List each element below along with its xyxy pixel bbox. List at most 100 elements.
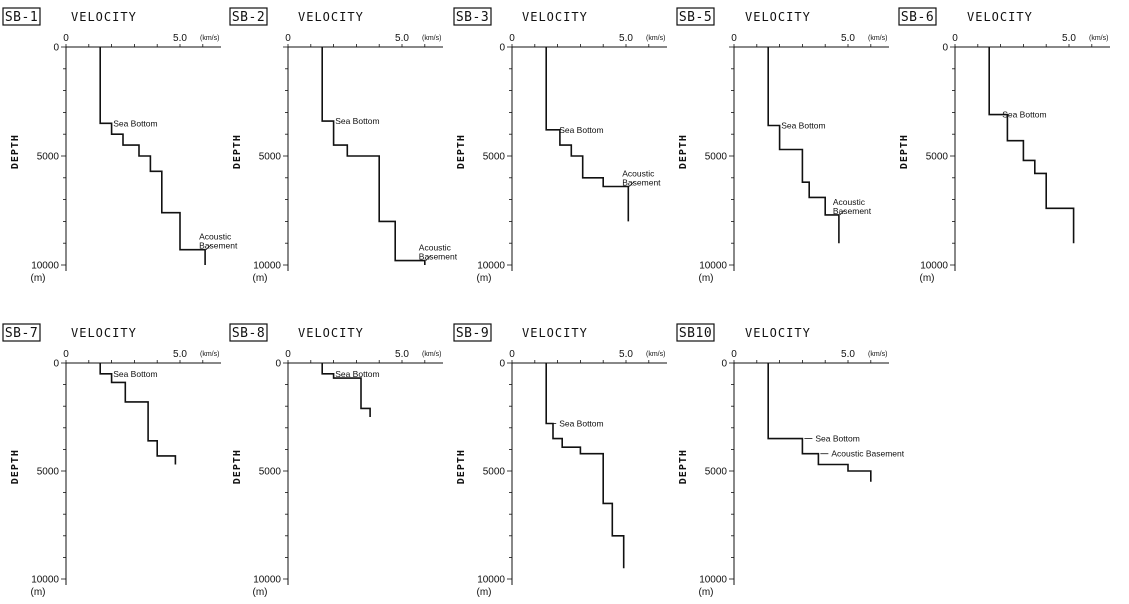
panel-sb-3: SB-3 VELOCITY 0 5.0 (km/s) 0 5000 10000(m) DEPTH…: [453, 7, 667, 284]
sea-bottom-annotation: Sea Bottom: [335, 369, 379, 379]
depth-tick-label: 10000: [920, 261, 948, 272]
station-label: SB10: [679, 326, 712, 341]
velocity-profile-line: [321, 47, 426, 265]
acoustic-basement-annotation-leader: [425, 255, 432, 261]
depth-axis-label: DEPTH: [10, 134, 21, 169]
depth-axis-label: DEPTH: [678, 449, 689, 484]
velocity-axis-label: VELOCITY: [745, 326, 811, 340]
station-label-box: [2, 323, 41, 342]
station-label-box: [229, 323, 268, 342]
velocity-tick-label: 0: [731, 33, 737, 44]
velocity-axis-label: VELOCITY: [298, 10, 364, 24]
station-label: SB-7: [5, 326, 38, 341]
depth-tick-label: 10000: [31, 261, 59, 272]
depth-unit: (m): [477, 587, 492, 598]
sea-bottom-annotation: Sea Bottom: [781, 120, 825, 130]
velocity-tick-label: 5.0: [619, 349, 633, 360]
panel-sb-8: SB-8 VELOCITY 0 5.0 (km/s) 0 5000 10000(m) DEPTH…: [229, 323, 443, 598]
station-label: SB-3: [456, 10, 489, 25]
acoustic-basement-annotation-leader: [628, 181, 635, 187]
velocity-axis-label: VELOCITY: [745, 10, 811, 24]
depth-unit: (m): [31, 273, 46, 284]
velocity-tick-label: 0: [285, 349, 291, 360]
depth-unit: (m): [253, 273, 268, 284]
velocity-tick-label: 0: [509, 349, 515, 360]
acoustic-basement-annotation: Acoustic: [833, 197, 866, 207]
depth-tick-label: 5000: [483, 152, 506, 163]
sea-bottom-annotation: Sea Bottom: [815, 434, 859, 444]
panel-sb-6: SB-6 VELOCITY 0 5.0 (km/s) 0 5000 10000(m) DEPTH…: [898, 7, 1110, 284]
sea-bottom-annotation: Sea Bottom: [113, 118, 157, 128]
depth-unit: (m): [699, 273, 714, 284]
velocity-tick-label: 5.0: [619, 33, 633, 44]
depth-tick-label: 5000: [259, 467, 282, 478]
depth-unit: (m): [477, 273, 492, 284]
depth-tick-label: 0: [53, 359, 59, 370]
depth-tick-label: 5000: [259, 152, 282, 163]
velocity-profile-line: [767, 47, 840, 244]
depth-axis-label: DEPTH: [10, 449, 21, 484]
velocity-profile-line: [99, 47, 206, 265]
velocity-unit: (km/s): [200, 35, 219, 42]
velocity-axis-label: VELOCITY: [298, 326, 364, 340]
depth-tick-label: 5000: [37, 152, 60, 163]
depth-tick-label: 0: [499, 43, 505, 54]
velocity-tick-label: 0: [509, 33, 515, 44]
velocity-axis-label: VELOCITY: [967, 10, 1033, 24]
velocity-axis-label: VELOCITY: [522, 10, 588, 24]
velocity-axis-label: VELOCITY: [71, 326, 137, 340]
station-label-box: [453, 323, 492, 342]
velocity-tick-label: 0: [731, 349, 737, 360]
velocity-tick-label: 5.0: [841, 349, 855, 360]
depth-axis-label: DEPTH: [456, 134, 467, 169]
depth-tick-label: 10000: [253, 261, 281, 272]
station-label: SB-5: [679, 10, 712, 25]
velocity-unit: (km/s): [868, 35, 887, 42]
panel-sb-5: SB-5 VELOCITY 0 5.0 (km/s) 5000 10000(m) DEPTH S…: [676, 7, 889, 284]
depth-tick-label: 10000: [253, 575, 281, 586]
acoustic-basement-annotation: Basement: [419, 252, 458, 262]
depth-tick-label: 0: [721, 359, 727, 370]
sea-bottom-annotation: Sea Bottom: [1002, 110, 1046, 120]
velocity-tick-label: 0: [63, 349, 69, 360]
depth-tick-label: 10000: [477, 575, 505, 586]
depth-axis-label: DEPTH: [232, 134, 243, 169]
depth-axis-label: DEPTH: [678, 134, 689, 169]
velocity-tick-label: 5.0: [841, 33, 855, 44]
velocity-tick-label: 5.0: [173, 349, 187, 360]
velocity-tick-label: 0: [63, 33, 69, 44]
acoustic-basement-annotation: Acoustic: [622, 169, 655, 179]
depth-tick-label: 0: [942, 43, 948, 54]
velocity-unit: (km/s): [646, 35, 665, 42]
depth-unit: (m): [31, 587, 46, 598]
sea-bottom-annotation: Sea Bottom: [335, 116, 379, 126]
velocity-tick-label: 5.0: [395, 349, 409, 360]
depth-tick-label: 5000: [483, 467, 506, 478]
station-label-box: [453, 7, 492, 26]
velocity-tick-label: 0: [952, 33, 958, 44]
station-label: SB-9: [456, 326, 489, 341]
station-label-box: [676, 7, 715, 26]
depth-tick-label: 5000: [705, 152, 728, 163]
velocity-tick-label: 5.0: [395, 33, 409, 44]
sea-bottom-annotation: Sea Bottom: [559, 418, 603, 428]
depth-axis-label: DEPTH: [232, 449, 243, 484]
velocity-unit: (km/s): [422, 351, 441, 358]
velocity-unit: (km/s): [868, 351, 887, 358]
panel-sb10: SB10 VELOCITY 0 5.0 (km/s) 0 5000 10000(m) DEPTH…: [676, 323, 905, 598]
depth-tick-label: 10000: [477, 261, 505, 272]
acoustic-basement-annotation: Acoustic Basement: [831, 449, 904, 459]
velocity-tick-label: 0: [285, 33, 291, 44]
depth-tick-label: 5000: [705, 467, 728, 478]
depth-unit: (m): [699, 587, 714, 598]
sea-bottom-annotation: Sea Bottom: [113, 369, 157, 379]
station-label: SB-8: [232, 326, 265, 341]
station-label-box: [898, 7, 937, 26]
velocity-tick-label: 5.0: [173, 33, 187, 44]
depth-tick-label: 10000: [699, 575, 727, 586]
acoustic-basement-annotation: Acoustic: [199, 232, 232, 242]
velocity-profile-line: [545, 363, 625, 569]
depth-tick-label: 10000: [699, 261, 727, 272]
